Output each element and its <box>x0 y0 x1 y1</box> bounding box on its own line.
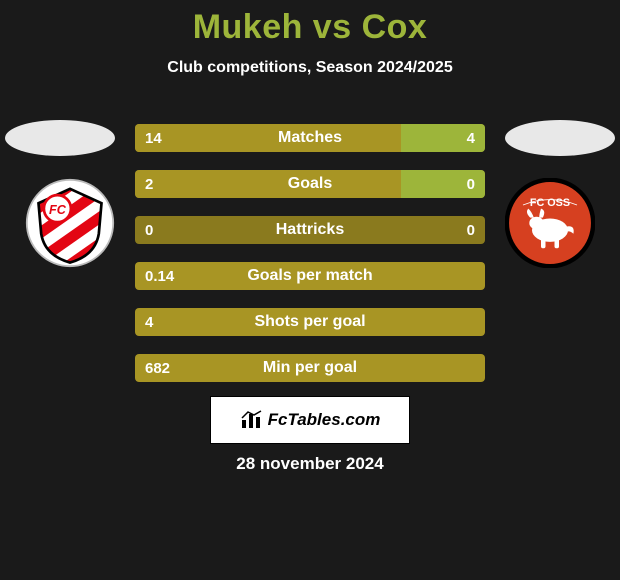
club-badge-right: FC OSS <box>505 178 595 268</box>
shield-icon: FC <box>25 178 115 268</box>
page-title: Mukeh vs Cox <box>0 0 620 47</box>
stat-value-left: 2 <box>135 176 163 193</box>
stat-value-left: 4 <box>135 314 163 331</box>
stat-value-right: 0 <box>457 176 485 193</box>
stat-row: 2 0 Goals <box>135 170 485 198</box>
club-badge-left: FC <box>25 178 115 268</box>
shield-icon: FC OSS <box>505 178 595 268</box>
date-text: 28 november 2024 <box>0 454 620 474</box>
stat-bar-right: 0 <box>310 216 485 244</box>
stat-row: 14 4 Matches <box>135 124 485 152</box>
stat-bar-left: 14 <box>135 124 401 152</box>
stats-area: 14 4 Matches 2 0 Goals 0 0 Hattricks 0.1… <box>135 124 485 400</box>
stat-row: 0 0 Hattricks <box>135 216 485 244</box>
stat-row: 0.14 Goals per match <box>135 262 485 290</box>
badge-right-text: FC OSS <box>530 197 570 209</box>
bar-chart-icon <box>240 410 264 430</box>
stat-bar-right: 4 <box>401 124 485 152</box>
brand-badge[interactable]: FcTables.com <box>210 396 410 444</box>
brand-text: FcTables.com <box>268 410 381 430</box>
stat-value-right: 4 <box>457 130 485 147</box>
ellipse-right <box>505 120 615 156</box>
stat-value-right: 0 <box>457 222 485 239</box>
stat-value-left: 0 <box>135 222 163 239</box>
badge-left-text: FC <box>49 203 67 217</box>
stat-bar-left: 682 <box>135 354 485 382</box>
stat-bar-left: 0 <box>135 216 310 244</box>
stat-bar-left: 0.14 <box>135 262 485 290</box>
stat-row: 4 Shots per goal <box>135 308 485 336</box>
subtitle: Club competitions, Season 2024/2025 <box>0 59 620 77</box>
stat-value-left: 0.14 <box>135 268 184 285</box>
stat-row: 682 Min per goal <box>135 354 485 382</box>
stat-bar-right: 0 <box>401 170 485 198</box>
stat-value-left: 14 <box>135 130 172 147</box>
stat-value-left: 682 <box>135 360 180 377</box>
ellipse-left <box>5 120 115 156</box>
stat-bar-left: 2 <box>135 170 401 198</box>
stat-bar-left: 4 <box>135 308 485 336</box>
